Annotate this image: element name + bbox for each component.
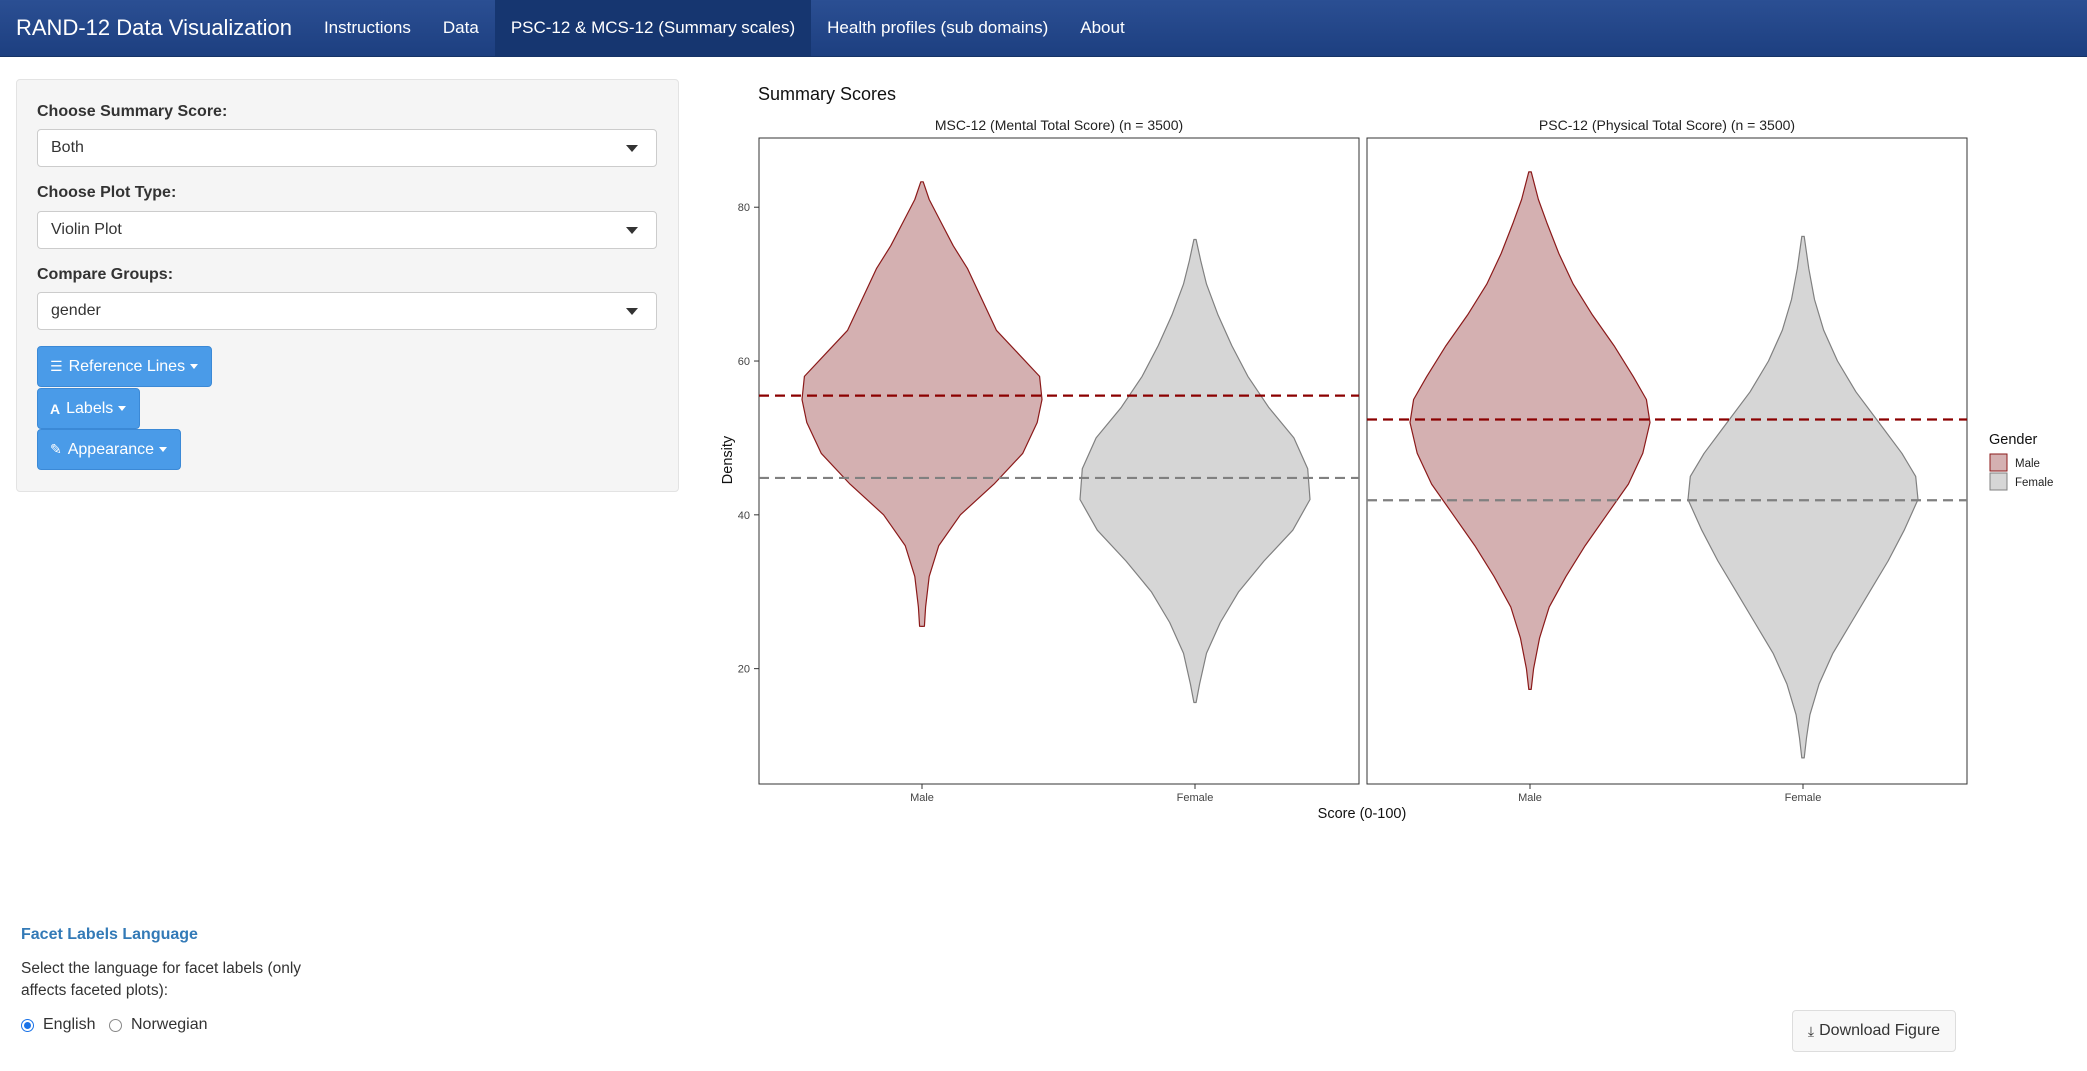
- appearance-button[interactable]: ✎ Appearance: [37, 429, 182, 470]
- radio-english-label: English: [43, 1016, 96, 1033]
- app-brand[interactable]: RAND-12 Data Visualization: [16, 15, 292, 40]
- facet-strip-label: PSC-12 (Physical Total Score) (n = 3500): [1539, 117, 1795, 133]
- compare-groups-label: Compare Groups:: [37, 266, 174, 283]
- violin-chart: Summary Scores MSC-12 (Mental Total Scor…: [720, 84, 2053, 822]
- x-axis-label: Score (0-100): [1318, 806, 1407, 822]
- navbar: RAND-12 Data Visualization Instructions …: [0, 0, 2087, 57]
- violin-female: [1079, 238, 1311, 704]
- facet-strip-label: MSC-12 (Mental Total Score) (n = 3500): [935, 117, 1183, 133]
- tab-about[interactable]: About: [1080, 18, 1125, 37]
- legend-label-female: Female: [2015, 477, 2053, 489]
- radio-checked-icon[interactable]: [21, 1018, 34, 1032]
- facet-panel: MSC-12 (Mental Total Score) (n = 3500) 20…: [738, 117, 1360, 804]
- y-tick-label: 60: [738, 356, 750, 368]
- x-tick-label: Female: [1177, 792, 1214, 804]
- legend-title: Gender: [1989, 432, 2038, 448]
- font-icon: A: [50, 400, 61, 417]
- legend-swatch-female: [1989, 472, 2008, 491]
- summary-score-value: Both: [51, 139, 84, 156]
- tab-summary-scales[interactable]: PSC-12 & MCS-12 (Summary scales): [494, 0, 812, 56]
- appearance-label: Appearance: [67, 440, 155, 458]
- legend-label-male: Male: [2015, 458, 2040, 470]
- caret-down-icon: [626, 227, 638, 234]
- radio-norwegian[interactable]: Norwegian: [109, 1016, 207, 1034]
- facet-language-title[interactable]: Facet Labels Language: [21, 926, 198, 943]
- violin-male: [1409, 171, 1651, 691]
- summary-score-label: Choose Summary Score:: [37, 103, 228, 120]
- reference-lines-button[interactable]: ☰ Reference Lines: [37, 346, 213, 387]
- caret-down-icon: [626, 145, 638, 152]
- labels-label: Labels: [66, 399, 114, 417]
- sliders-icon: ☰: [50, 358, 63, 374]
- y-tick-label: 20: [738, 664, 750, 676]
- download-figure-label: Download Figure: [1819, 1022, 1941, 1039]
- caret-down-icon: [118, 406, 127, 411]
- radio-english[interactable]: English: [21, 1016, 95, 1034]
- caret-down-icon: [626, 308, 638, 315]
- legend: Gender Male Female: [1989, 432, 2053, 491]
- legend-swatch-male: [1989, 453, 2008, 472]
- caret-down-icon: [190, 364, 199, 369]
- paintbrush-icon: ✎: [50, 441, 62, 457]
- plot-type-value: Violin Plot: [51, 221, 122, 238]
- y-axis-label: Density: [720, 435, 736, 484]
- radio-unchecked-icon[interactable]: [109, 1018, 122, 1032]
- chart-title: Summary Scores: [758, 84, 896, 104]
- plot-type-label: Choose Plot Type:: [37, 184, 177, 201]
- plot-type-select[interactable]: Violin Plot: [37, 211, 657, 249]
- x-tick-label: Male: [1518, 792, 1542, 804]
- y-tick-label: 40: [738, 510, 750, 522]
- tab-data[interactable]: Data: [442, 18, 479, 37]
- summary-score-select[interactable]: Both: [37, 129, 657, 167]
- violin-female: [1687, 235, 1919, 759]
- x-tick-label: Male: [910, 792, 934, 804]
- download-figure-button[interactable]: ⤓ Download Figure: [1792, 1010, 1956, 1052]
- facet-language-description: Select the language for facet labels (on…: [21, 960, 302, 999]
- download-icon: ⤓: [1807, 1022, 1815, 1039]
- summary-scores-plot: Summary Scores MSC-12 (Mental Total Scor…: [700, 76, 2080, 836]
- y-tick-label: 80: [738, 202, 750, 214]
- violin-male: [801, 181, 1043, 627]
- reference-lines-label: Reference Lines: [68, 357, 186, 375]
- labels-button[interactable]: A Labels: [37, 388, 141, 429]
- sidebar-panel: Choose Summary Score: Both Choose Plot T…: [16, 79, 679, 492]
- compare-groups-value: gender: [51, 302, 101, 319]
- caret-down-icon: [159, 447, 168, 452]
- tab-health-profiles[interactable]: Health profiles (sub domains): [827, 18, 1049, 37]
- radio-norwegian-label: Norwegian: [131, 1016, 208, 1033]
- tab-instructions[interactable]: Instructions: [323, 18, 411, 37]
- compare-groups-select[interactable]: gender: [37, 292, 657, 330]
- facet-panel: PSC-12 (Physical Total Score) (n = 3500)…: [1366, 117, 1968, 804]
- x-tick-label: Female: [1785, 792, 1822, 804]
